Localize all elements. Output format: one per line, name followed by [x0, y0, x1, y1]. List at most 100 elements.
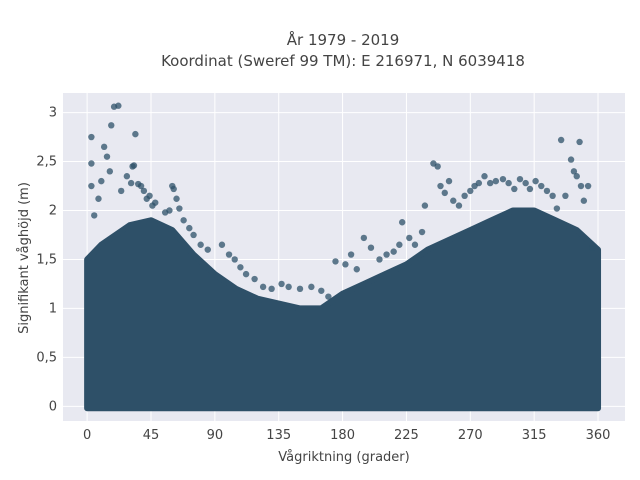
scatter-point — [103, 153, 111, 160]
scatter-point — [146, 192, 153, 200]
scatter-point — [421, 202, 429, 209]
scatter-point — [130, 162, 138, 169]
y-tick-label: 1 — [49, 301, 57, 316]
scatter-point — [567, 156, 575, 163]
scatter-point — [492, 177, 500, 185]
x-tick-label: 0 — [83, 428, 91, 443]
scatter-point — [95, 195, 102, 202]
scatter-point — [296, 285, 304, 293]
y-tick-label: 3 — [49, 106, 57, 121]
y-tick-labels: 0 0,5 1 1,5 2 2,5 3 — [36, 106, 57, 415]
scatter-point — [450, 197, 457, 204]
x-tick-label: 45 — [143, 428, 160, 443]
scatter-point — [418, 228, 426, 236]
scatter-point — [127, 179, 135, 187]
scatter-point — [170, 185, 177, 193]
scatter-point — [132, 130, 139, 138]
scatter-point — [117, 187, 125, 195]
x-tick-label: 315 — [522, 428, 547, 443]
scatter-point — [526, 185, 534, 193]
scatter-point — [360, 234, 368, 242]
scatter-point — [166, 207, 173, 214]
y-tick-label: 2 — [49, 203, 57, 218]
scatter-point — [511, 185, 518, 193]
scatter-point — [115, 102, 122, 109]
scatter-point — [396, 241, 403, 248]
scatter-point — [522, 179, 529, 187]
scatter-point — [347, 251, 355, 258]
scatter-point — [308, 283, 315, 291]
scatter-point — [499, 175, 507, 183]
chart-title: År 1979 - 2019 — [287, 30, 400, 49]
chart-subtitle: Koordinat (Sweref 99 TM): E 216971, N 60… — [161, 52, 525, 70]
scatter-point — [231, 256, 238, 263]
scatter-point — [516, 175, 524, 183]
scatter-point — [180, 217, 187, 224]
scatter-point — [570, 168, 578, 175]
scatter-point — [190, 231, 197, 239]
y-tick-label: 1,5 — [36, 252, 57, 267]
scatter-point — [251, 275, 258, 283]
scatter-point — [538, 182, 545, 190]
y-axis-label: Signifikant våghöjd (m) — [17, 182, 32, 334]
scatter-point — [353, 266, 360, 273]
x-tick-label: 360 — [586, 428, 611, 443]
x-tick-label: 135 — [266, 428, 291, 443]
scatter-point — [137, 182, 145, 190]
y-tick-label: 0 — [49, 399, 57, 414]
scatter-point — [584, 182, 592, 190]
scatter-point — [186, 224, 193, 232]
scatter-point — [376, 256, 383, 263]
x-tick-labels: 0 45 90 135 180 225 270 315 360 — [83, 428, 610, 443]
y-tick-label: 2,5 — [36, 155, 57, 170]
scatter-point — [242, 270, 250, 278]
scatter-point — [106, 168, 114, 175]
dense-point-cloud — [84, 207, 602, 412]
scatter-point — [398, 219, 406, 226]
scatter-point — [461, 192, 468, 200]
scatter-point — [173, 195, 180, 202]
scatter-point — [218, 241, 226, 248]
scatter-point — [557, 136, 565, 144]
scatter-point — [367, 244, 375, 251]
scatter-point — [285, 283, 292, 291]
scatter-point — [553, 205, 561, 212]
scatter-point — [434, 163, 441, 170]
scatter-point — [342, 261, 349, 268]
scatter-point — [88, 133, 95, 141]
scatter-point — [91, 212, 98, 219]
scatter-point — [445, 177, 453, 185]
scatter-point — [383, 251, 390, 258]
scatter-point — [577, 182, 585, 190]
scatter-point — [481, 173, 488, 180]
scatter-point — [505, 179, 512, 187]
scatter-point — [237, 264, 244, 271]
scatter-point — [543, 187, 551, 195]
x-tick-label: 225 — [394, 428, 419, 443]
scatter-point — [98, 177, 105, 185]
x-axis-label: Vågriktning (grader) — [278, 450, 409, 465]
scatter-point — [197, 241, 204, 248]
scatter-point — [108, 122, 115, 129]
scatter-point — [140, 187, 148, 195]
scatter-point — [532, 177, 539, 185]
scatter-point — [573, 173, 580, 180]
scatter-point — [152, 199, 159, 206]
scatter-point — [467, 187, 474, 195]
scatter-point — [562, 192, 569, 200]
scatter-point — [100, 143, 108, 151]
scatter-point — [176, 205, 183, 212]
scatter-point — [259, 283, 267, 291]
scatter-point — [406, 234, 413, 242]
x-tick-label: 180 — [330, 428, 355, 443]
scatter-point — [88, 182, 95, 190]
scatter-point — [390, 248, 397, 255]
scatter-points — [88, 102, 596, 300]
scatter-point — [441, 189, 448, 197]
scatter-point — [278, 280, 285, 288]
scatter-point — [455, 202, 463, 209]
x-tick-label: 90 — [207, 428, 224, 443]
scatter-point — [437, 182, 444, 190]
scatter-point — [204, 246, 211, 253]
